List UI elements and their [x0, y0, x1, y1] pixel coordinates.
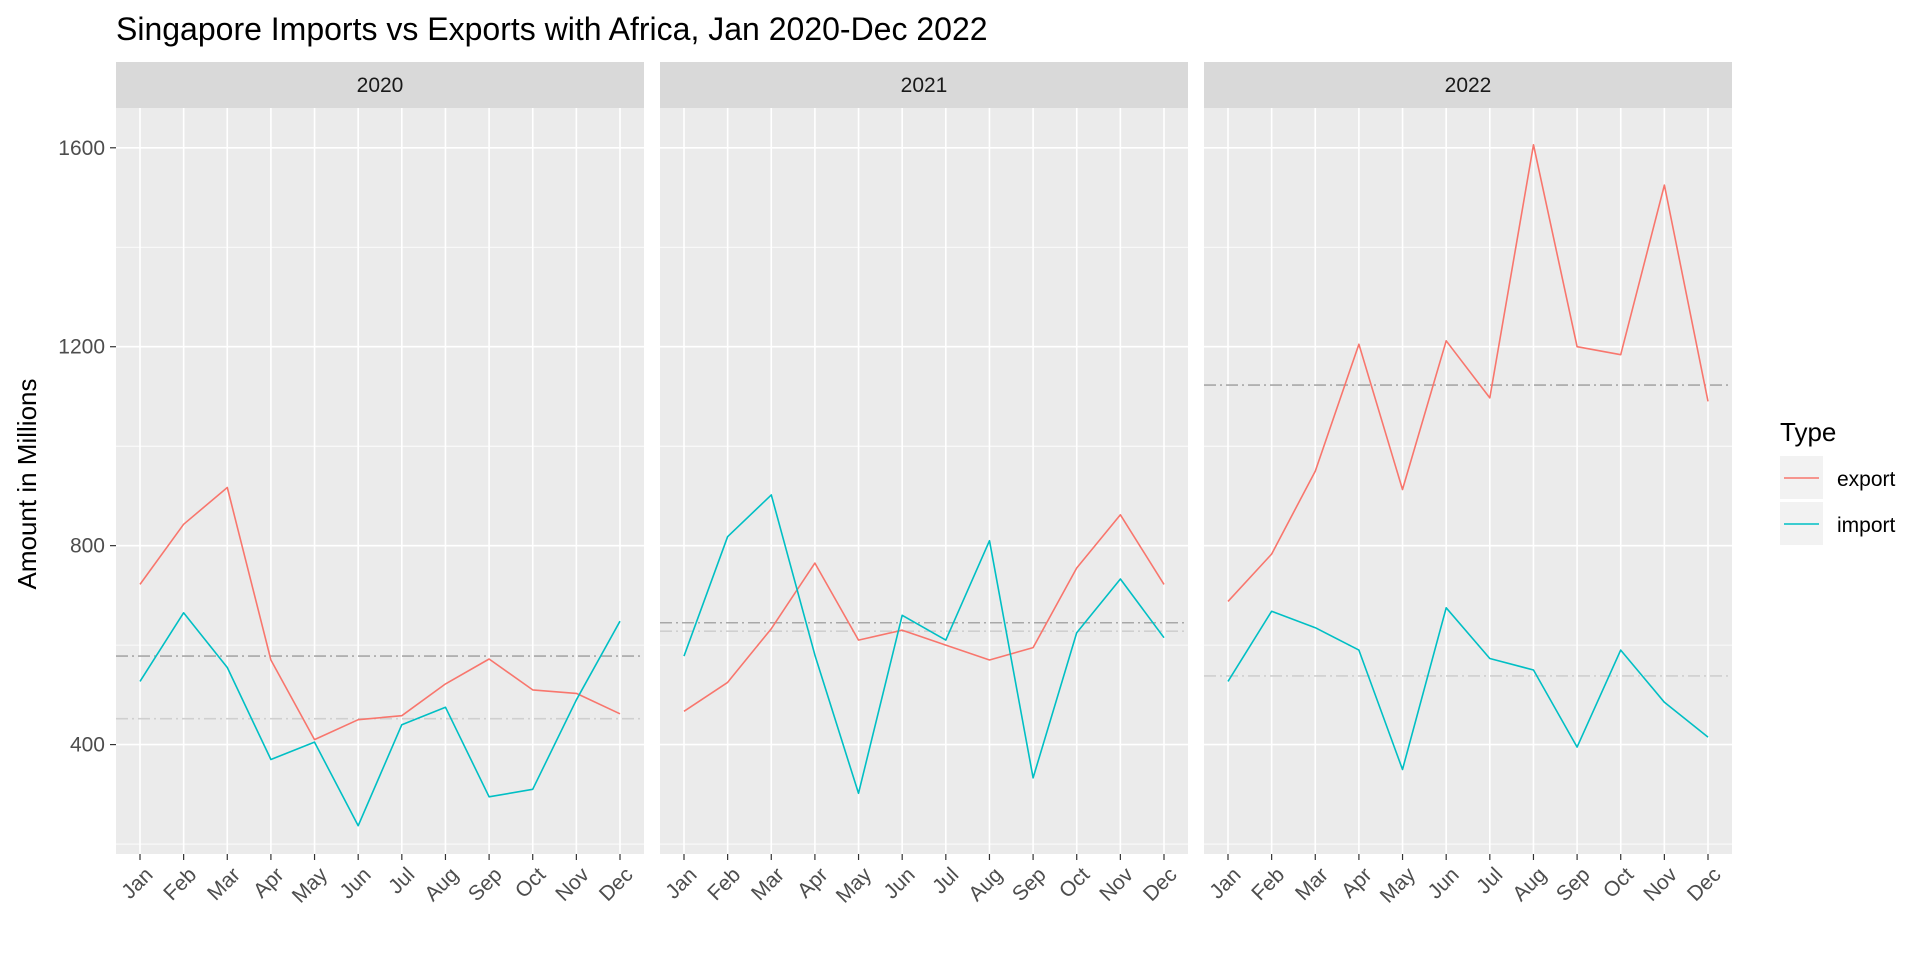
- series-line-export: [139, 486, 621, 741]
- legend-label-import: import: [1837, 514, 1896, 537]
- x-tick-label: May: [288, 863, 333, 908]
- x-tick-label: Nov: [1639, 863, 1682, 906]
- strip: [1204, 62, 1732, 108]
- x-tick-label: Dec: [595, 863, 638, 906]
- x-tick-label: Jan: [661, 863, 701, 903]
- x-tick-label: Sep: [1008, 863, 1051, 906]
- x-tick-label: Nov: [551, 863, 594, 906]
- x-tick-label: Apr: [793, 863, 832, 902]
- y-tick-label: 1600: [58, 137, 105, 160]
- x-tick-label: Feb: [159, 863, 201, 905]
- panel-background: [660, 108, 1188, 854]
- series-line-import: [683, 494, 1165, 795]
- panel-2020: 2020 Jan Feb Mar Apr May Jun Jul Aug Sep Oct Nov Dec: [116, 62, 644, 908]
- panel-background: [1204, 108, 1732, 854]
- x-tick-label: May: [1376, 863, 1421, 908]
- x-tick-label: Nov: [1095, 863, 1138, 906]
- strip-label: 2022: [1445, 74, 1492, 97]
- y-axis: 400 800 1200 1600: [58, 137, 116, 757]
- x-tick-label: Jun: [1424, 863, 1464, 903]
- x-tick-label: May: [832, 863, 877, 908]
- x-tick-label: Mar: [747, 863, 789, 905]
- x-tick-label: Mar: [1291, 863, 1333, 905]
- panel-2022: 2022 Jan Feb Mar Apr May Jun Jul Aug Sep Oct Nov Dec: [1204, 62, 1732, 908]
- x-tick-label: Jun: [880, 863, 920, 903]
- x-tick-label: Sep: [1552, 863, 1595, 906]
- strip: [660, 62, 1188, 108]
- legend-label-export: export: [1837, 468, 1896, 491]
- x-tick-label: Feb: [1247, 863, 1289, 905]
- x-tick-label: Jul: [1472, 863, 1507, 898]
- series-line-import: [1227, 606, 1709, 771]
- x-tick-label: Jul: [384, 863, 419, 898]
- x-tick-label: Dec: [1139, 863, 1182, 906]
- chart-title: Singapore Imports vs Exports with Africa…: [116, 11, 988, 47]
- x-tick-label: Oct: [511, 863, 550, 902]
- series-line-export: [1227, 144, 1709, 602]
- x-tick-label: Oct: [1599, 863, 1638, 902]
- panel-2021: 2021 Jan Feb Mar Apr May Jun Jul Aug Sep Oct Nov Dec: [660, 62, 1188, 908]
- x-tick-label: Sep: [464, 863, 507, 906]
- x-tick-label: Oct: [1055, 863, 1094, 902]
- x-tick-label: Jul: [928, 863, 963, 898]
- strip: [116, 62, 644, 108]
- x-tick-label: Jun: [336, 863, 376, 903]
- x-tick-label: Feb: [703, 863, 745, 905]
- legend: Type export import: [1780, 417, 1896, 545]
- series-line-import: [139, 611, 621, 827]
- strip-label: 2020: [357, 74, 404, 97]
- x-tick-label: Aug: [420, 863, 463, 906]
- x-tick-label: Jan: [117, 863, 157, 903]
- series-line-export: [683, 513, 1165, 712]
- y-axis-title: Amount in Millions: [12, 379, 42, 590]
- panel-background: [116, 108, 644, 854]
- y-tick-label: 1200: [58, 336, 105, 359]
- y-tick-label: 800: [70, 535, 105, 558]
- y-tick-label: 400: [70, 734, 105, 757]
- x-tick-label: Apr: [249, 863, 288, 902]
- x-tick-label: Apr: [1337, 863, 1376, 902]
- x-tick-label: Jan: [1205, 863, 1245, 903]
- legend-title: Type: [1780, 417, 1836, 447]
- strip-label: 2021: [901, 74, 948, 97]
- x-tick-label: Aug: [1508, 863, 1551, 906]
- x-tick-label: Mar: [203, 863, 245, 905]
- x-tick-label: Dec: [1683, 863, 1726, 906]
- x-tick-label: Aug: [964, 863, 1007, 906]
